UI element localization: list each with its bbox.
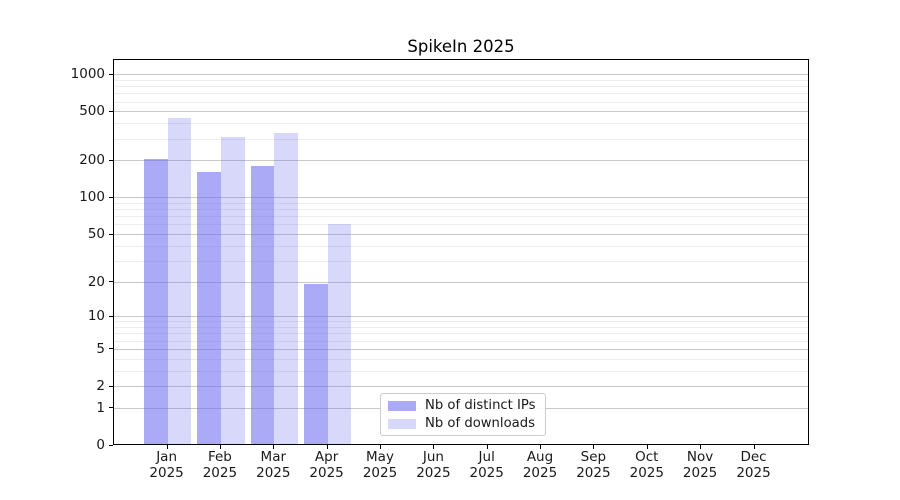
bar-mar-ips	[250, 165, 275, 444]
gridline-minor	[114, 327, 808, 329]
y-tick-mark	[109, 110, 113, 112]
x-tick-mark	[380, 445, 381, 449]
gridline-minor	[114, 86, 808, 88]
y-tick-label: 10	[87, 308, 105, 325]
x-tick-mark	[540, 445, 541, 449]
gridline-major	[114, 197, 808, 199]
legend: Nb of distinct IPs Nb of downloads	[380, 393, 546, 436]
x-tick-label: Feb 2025	[202, 449, 238, 481]
gridline-minor	[114, 138, 808, 140]
bar-mar-downloads	[274, 132, 298, 444]
gridline-major	[114, 281, 808, 283]
y-tick-mark	[109, 348, 113, 350]
x-tick-mark	[753, 445, 755, 449]
plot-area	[113, 59, 809, 445]
y-tick-label: 1	[96, 399, 105, 416]
y-tick-mark	[109, 315, 113, 317]
gridline-minor	[114, 101, 808, 103]
x-tick-label: Nov 2025	[682, 449, 718, 481]
x-tick-label: Aug 2025	[522, 449, 558, 481]
y-tick-label: 2	[96, 378, 105, 395]
y-tick-label: 20	[87, 273, 105, 290]
chart-title: SpikeIn 2025	[407, 37, 515, 56]
gridline-major	[114, 348, 808, 350]
x-tick-mark	[273, 445, 275, 449]
x-tick-mark	[593, 445, 595, 449]
bar-jan-downloads	[167, 118, 192, 444]
x-tick-label: Dec 2025	[736, 449, 771, 481]
gridline-major	[114, 160, 808, 162]
y-tick-mark	[109, 196, 113, 198]
x-tick-label: Apr 2025	[309, 449, 344, 481]
y-tick-label: 500	[79, 103, 105, 120]
x-tick-mark	[646, 445, 648, 449]
gridline-minor	[114, 358, 808, 360]
y-tick-mark	[109, 73, 113, 75]
x-tick-label: Jan 2025	[149, 449, 184, 481]
x-tick-label: Jul 2025	[469, 449, 504, 481]
x-tick-mark	[166, 445, 168, 449]
gridline-major	[114, 386, 808, 388]
y-tick-mark	[109, 281, 113, 283]
gridline-minor	[114, 93, 808, 95]
y-tick-label: 200	[79, 152, 105, 169]
y-tick-label: 1000	[70, 66, 105, 83]
bar-apr-ips	[303, 284, 328, 444]
y-tick-label: 5	[96, 340, 105, 357]
gridline-minor	[114, 203, 808, 204]
gridline-major	[114, 316, 808, 318]
x-tick-mark	[326, 445, 328, 449]
x-tick-mark	[433, 445, 435, 449]
gridline-minor	[114, 245, 808, 247]
gridline-minor	[114, 333, 808, 335]
gridline-major	[114, 234, 808, 235]
gridline-major	[114, 74, 808, 76]
y-tick-label: 100	[79, 189, 105, 206]
y-tick-label: 50	[87, 226, 105, 242]
x-tick-label: Oct 2025	[629, 449, 664, 481]
bar-feb-ips	[197, 171, 221, 444]
x-tick-label: Sep 2025	[576, 449, 611, 481]
y-tick-mark	[109, 407, 113, 409]
x-tick-mark	[219, 445, 221, 449]
x-tick-mark	[700, 445, 702, 449]
gridline-minor	[114, 209, 808, 211]
x-tick-label: Mar 2025	[256, 449, 291, 481]
y-tick-mark	[109, 444, 113, 446]
x-tick-mark	[486, 445, 488, 449]
legend-swatch-downloads	[388, 418, 416, 429]
legend-item-distinct-ips: Nb of distinct IPs	[388, 398, 538, 413]
legend-swatch-distinct-ips	[388, 400, 416, 411]
legend-label-downloads: Nb of downloads	[425, 416, 535, 431]
gridline-major	[114, 111, 808, 113]
gridline-minor	[114, 79, 808, 81]
gridline-minor	[114, 340, 808, 342]
bar-jan-ips	[143, 159, 168, 444]
y-tick-mark	[109, 159, 113, 161]
gridline-minor	[114, 260, 808, 262]
y-tick-label: 0	[96, 437, 105, 453]
legend-item-downloads: Nb of downloads	[388, 416, 538, 431]
gridline-minor	[114, 123, 808, 125]
y-tick-mark	[109, 233, 113, 235]
gridline-minor	[114, 370, 808, 372]
gridline-minor	[114, 321, 808, 323]
gridline-minor	[114, 216, 808, 218]
x-tick-label: May 2025	[362, 449, 398, 481]
legend-label-distinct-ips: Nb of distinct IPs	[425, 398, 536, 413]
bar-feb-downloads	[220, 137, 245, 444]
gridline-minor	[114, 224, 808, 226]
bar-apr-downloads	[327, 223, 352, 444]
y-tick-mark	[109, 385, 113, 387]
x-tick-label: Jun 2025	[416, 449, 451, 481]
